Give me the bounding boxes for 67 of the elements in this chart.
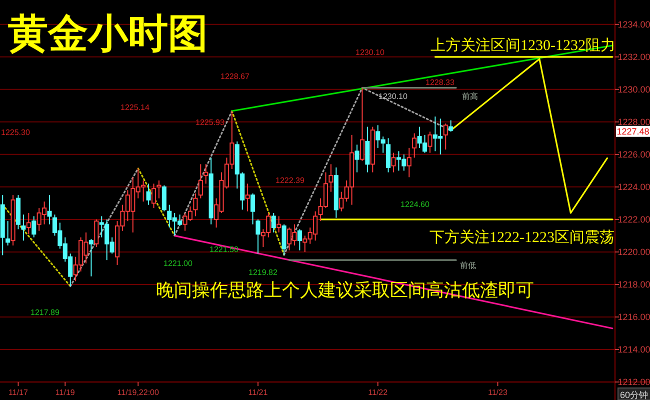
annotation: 下方关注1222-1223区间震荡 — [430, 229, 614, 246]
annotation: 1227.48 — [616, 126, 650, 136]
annotation: 1221.00 — [164, 259, 194, 268]
annotation: 1225.30 — [1, 128, 30, 137]
candlestick — [94, 218, 99, 248]
candlestick — [193, 192, 198, 217]
text: 60分钟 — [620, 390, 648, 400]
candlestick — [282, 224, 286, 256]
annotation: 1219.82 — [248, 268, 278, 277]
candlestick — [271, 212, 276, 233]
candlestick — [156, 180, 162, 199]
y-tick-label: 1228.00 — [618, 116, 650, 127]
candlestick — [412, 132, 417, 158]
annotation: 1222.39 — [276, 176, 306, 185]
candlestick — [6, 220, 10, 246]
candlestick — [256, 218, 260, 254]
y-tick-label: 1214.00 — [618, 344, 650, 354]
y-tick-label: 1216.00 — [618, 312, 650, 322]
candlestick — [354, 144, 360, 173]
candlestick — [32, 216, 36, 238]
candlestick — [406, 147, 412, 178]
candlestick — [328, 164, 334, 192]
y-tick-label: 1218.00 — [618, 279, 650, 290]
annotation: 1228.33 — [426, 78, 456, 87]
x-tick-label: 11/22 — [368, 388, 388, 397]
x-tick-label: 11/19 — [55, 388, 76, 397]
candlestick — [391, 152, 396, 173]
annotation: 1224.60 — [400, 200, 430, 209]
annotation: 前高 — [462, 92, 478, 101]
candlestick — [204, 164, 208, 184]
candlestick — [250, 192, 256, 225]
candlestick — [21, 214, 26, 242]
candlestick — [448, 120, 454, 132]
y-tick-label: 1222.00 — [618, 214, 650, 224]
candlestick — [162, 184, 166, 212]
candlestick — [276, 216, 282, 233]
candlestick — [245, 183, 250, 212]
annotation: 1230.10 — [378, 92, 408, 101]
candlestick — [386, 138, 391, 173]
candlestick — [47, 194, 52, 225]
annotation: 1225.14 — [120, 103, 150, 112]
candlestick — [443, 123, 448, 150]
annotation: 1230.10 — [356, 48, 386, 57]
x-tick-label: 11/21 — [248, 388, 268, 397]
candlestick — [146, 183, 151, 206]
candlestick — [365, 126, 370, 173]
y-tick-label: 1230.00 — [618, 84, 650, 94]
candlestick — [88, 238, 94, 277]
candlestick — [26, 212, 31, 235]
annotation: 1225.93 — [196, 118, 226, 127]
candlestick — [151, 183, 156, 209]
y-tick-label: 1232.00 — [618, 52, 650, 62]
y-tick-label: 1234.00 — [618, 19, 650, 30]
annotation: 前低 — [460, 261, 476, 270]
candlestick — [428, 131, 432, 154]
y-tick-label: 1224.00 — [618, 182, 650, 192]
x-tick-label: 11/23 — [488, 388, 508, 397]
candlestick — [360, 87, 364, 162]
chart-title: 黄金小时图 — [8, 11, 208, 56]
candlestick — [198, 164, 203, 199]
x-tick-label: 11/19,22:00 — [117, 388, 160, 397]
y-tick-label: 1220.00 — [618, 246, 650, 257]
candlestick — [297, 228, 302, 251]
annotation: 1228.67 — [220, 72, 250, 81]
y-tick-label: 1226.00 — [618, 149, 650, 160]
x-tick-label: 11/17 — [8, 388, 28, 397]
annotation: 1217.89 — [30, 308, 60, 317]
